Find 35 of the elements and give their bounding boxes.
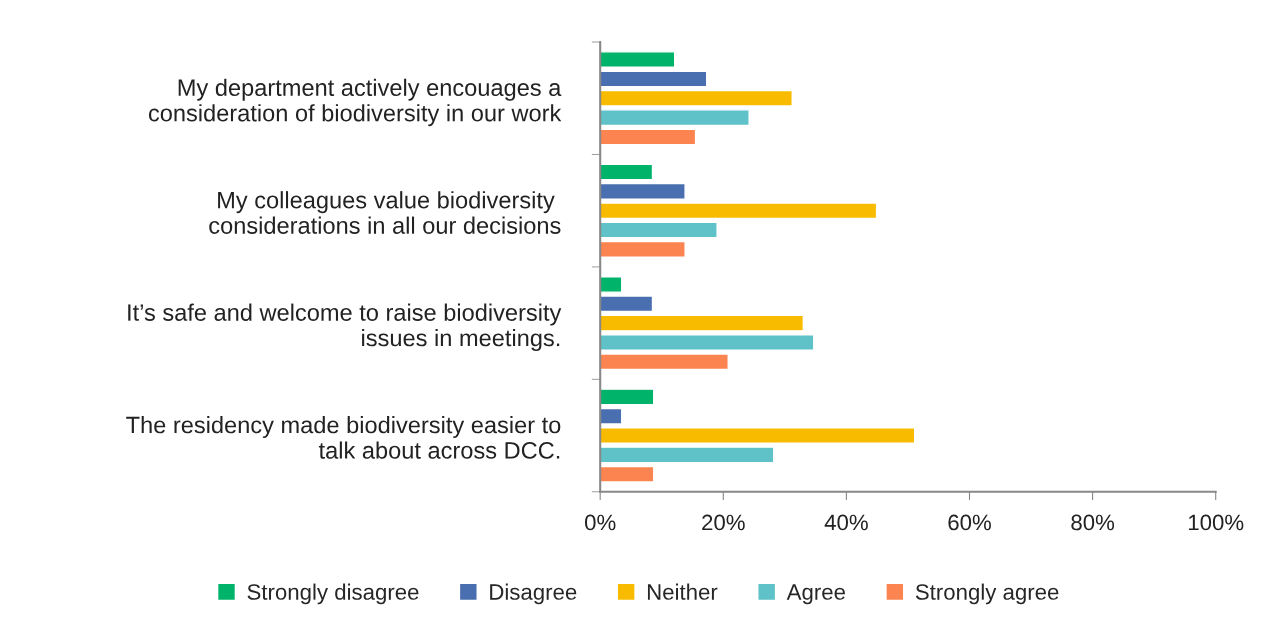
bar bbox=[600, 109, 750, 127]
x-tick-label: 20% bbox=[702, 514, 745, 531]
bar bbox=[600, 182, 686, 200]
bar bbox=[600, 427, 916, 444]
bar bbox=[600, 221, 718, 239]
x-tick-label: 80% bbox=[1071, 514, 1115, 531]
bar bbox=[600, 407, 623, 425]
x-tick-label: 0% bbox=[585, 514, 616, 531]
legend-label: Agree bbox=[786, 584, 845, 605]
legend-label: Strongly disagree bbox=[247, 583, 419, 605]
bar bbox=[600, 89, 793, 107]
bar bbox=[600, 202, 878, 220]
y-tick-label: It’s safe and welcome to raise biodiversity issues in meetings. bbox=[128, 303, 562, 351]
bar bbox=[600, 353, 729, 371]
bar bbox=[600, 465, 655, 483]
y-tick-label: The residency made biodiversity easier to talk about across DCC. bbox=[126, 415, 561, 459]
bar bbox=[600, 70, 708, 88]
legend-label: Strongly agree bbox=[915, 583, 1059, 605]
bar bbox=[600, 163, 654, 181]
bar bbox=[600, 334, 815, 351]
bar bbox=[600, 295, 654, 313]
y-tick-label: My colleagues value biodiversity considerations in all our decisions bbox=[209, 191, 561, 234]
bar bbox=[600, 276, 623, 293]
bar bbox=[600, 314, 805, 332]
y-tick-label: My department actively encouages a consideration of biodiversity in our work bbox=[148, 78, 562, 127]
bar bbox=[600, 240, 686, 258]
bar bbox=[600, 128, 697, 146]
bar bbox=[600, 388, 655, 406]
legend-label: Neither bbox=[647, 583, 718, 600]
bar bbox=[600, 51, 676, 69]
x-tick-label: 40% bbox=[824, 514, 868, 531]
bar bbox=[600, 446, 775, 464]
x-tick-label: 100% bbox=[1188, 514, 1244, 531]
x-tick-label: 60% bbox=[948, 514, 991, 531]
legend-label: Disagree bbox=[490, 583, 577, 605]
